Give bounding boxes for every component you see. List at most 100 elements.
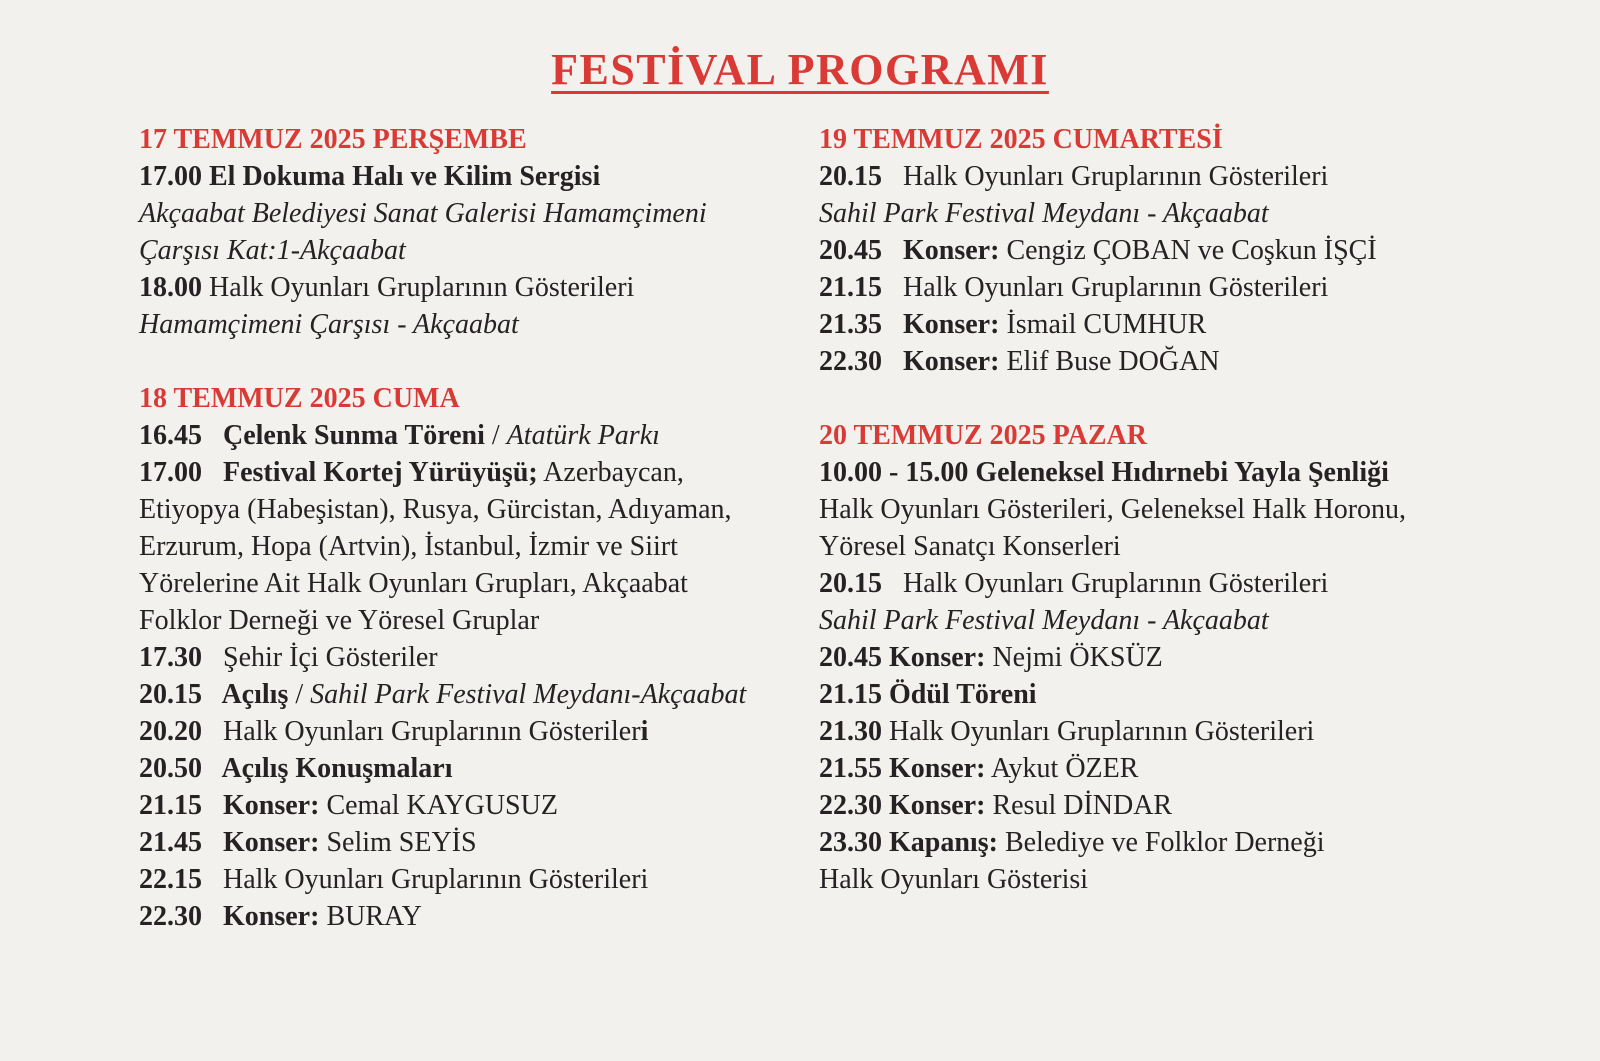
line-segment: Halk Oyunları Gösterileri, Geleneksel Ha… (819, 494, 1407, 526)
line-segment: 20.50 Açılış Konuşmaları (139, 753, 453, 785)
line-segment: Çarşısı Kat:1-Akçaabat (139, 235, 406, 267)
line-segment: 21.55 Konser: (819, 753, 986, 785)
program-line: 21.15 Konser: Cemal KAYGUSUZ (139, 787, 819, 824)
program-line: 20.15 Halk Oyunları Gruplarının Gösteril… (819, 565, 1600, 602)
program-line: 20.15 Halk Oyunları Gruplarının Gösteril… (819, 158, 1600, 195)
line-segment: Elif Buse DOĞAN (999, 346, 1220, 378)
line-segment: Halk Oyunları Gruplarının Gösterileri (903, 161, 1329, 193)
program-line: 21.30 Halk Oyunları Gruplarının Gösteril… (819, 713, 1600, 750)
program-line: Yörelerine Ait Halk Oyunları Grupları, A… (139, 565, 819, 602)
program-columns: 17 TEMMUZ 2025 PERŞEMBE 17.00 El Dokuma H… (0, 121, 1600, 972)
line-segment: 21.15 (819, 272, 903, 304)
program-line: 21.15 Halk Oyunları Gruplarının Gösteril… (819, 269, 1600, 306)
program-line: 22.15 Halk Oyunları Gruplarının Gösteril… (139, 861, 819, 898)
program-line: 18.00 Halk Oyunları Gruplarının Gösteril… (139, 269, 819, 306)
line-segment: 17.00 Festival Kortej Yürüyüşü; (139, 457, 538, 489)
line-segment: Halk Oyunları Gösterisi (819, 864, 1089, 896)
line-segment: BURAY (319, 901, 422, 933)
line-segment: Selim SEYİS (319, 827, 477, 859)
program-column-right: 19 TEMMUZ 2025 CUMARTESİ 20.15 Halk Oyunl… (819, 121, 1600, 972)
line-segment: Sahil Park Festival Meydanı-Akçaabat (310, 679, 747, 711)
program-line: 20.45 Konser: Cengiz ÇOBAN ve Coşkun İŞÇ… (819, 232, 1600, 269)
line-segment: Yöresel Sanatçı Konserleri (819, 531, 1121, 563)
line-segment: Belediye ve Folklor Derneği (997, 827, 1325, 859)
line-segment: Halk Oyunları Gruplarının Gösterileri (209, 272, 635, 304)
line-segment: 22.30 Konser: (819, 346, 1000, 378)
page-title: FESTİVAL PROGRAMI (551, 45, 1049, 94)
line-segment: 21.15 Konser: (139, 790, 320, 822)
day-section: 19 TEMMUZ 2025 CUMARTESİ 20.15 Halk Oyunl… (819, 121, 1600, 380)
line-segment: Resul DİNDAR (985, 790, 1173, 822)
line-segment: Etiyopya (Habeşistan), Rusya, Gürcistan,… (139, 494, 732, 526)
line-segment: 22.30 Konser: (139, 901, 320, 933)
day-header: 20 TEMMUZ 2025 PAZAR (819, 420, 1147, 452)
line-segment: Halk Oyunları Gruplarının Gösterileri (903, 272, 1329, 304)
program-line: 20.20 Halk Oyunları Gruplarının Gösteril… (139, 713, 819, 750)
line-segment: Halk Oyunları Gruplarının Gösterileri (223, 864, 649, 896)
line-segment: 20.15 Açılış (139, 679, 289, 711)
program-line: Hamamçimeni Çarşısı - Akçaabat (139, 306, 819, 343)
program-line: Akçaabat Belediyesi Sanat Galerisi Hamam… (139, 195, 819, 232)
line-segment: Halk Oyunları Gruplarının Gösteriler (223, 716, 641, 748)
program-line: 16.45 Çelenk Sunma Töreni / Atatürk Park… (139, 417, 819, 454)
line-segment: 20.15 (819, 161, 903, 193)
line-segment: Şehir İçi Gösteriler (223, 642, 438, 674)
program-line: Halk Oyunları Gösterisi (819, 861, 1600, 898)
line-segment: Sahil Park Festival Meydanı - Akçaabat (819, 198, 1269, 230)
program-line: Erzurum, Hopa (Artvin), İstanbul, İzmir … (139, 528, 819, 565)
line-segment: Yörelerine Ait Halk Oyunları Grupları, A… (139, 568, 688, 600)
line-segment: Akçaabat Belediyesi Sanat Galerisi Hamam… (139, 198, 707, 230)
line-segment: 18.00 (139, 272, 209, 304)
line-segment: 10.00 - 15.00 Geleneksel Hıdırnebi Yayla… (819, 457, 1389, 489)
line-segment: 23.30 Kapanış: (819, 827, 998, 859)
program-line: Çarşısı Kat:1-Akçaabat (139, 232, 819, 269)
line-segment: Aykut ÖZER (985, 753, 1139, 785)
line-segment: Halk Oyunları Gruplarının Gösterileri (889, 716, 1315, 748)
day-section: 18 TEMMUZ 2025 CUMA 16.45 Çelenk Sunma Tö… (139, 380, 819, 935)
line-segment: Cemal KAYGUSUZ (319, 790, 558, 822)
day-header: 18 TEMMUZ 2025 CUMA (139, 383, 460, 415)
line-segment: 20.15 (819, 568, 903, 600)
program-line: 22.30 Konser: Resul DİNDAR (819, 787, 1600, 824)
program-line: Sahil Park Festival Meydanı - Akçaabat (819, 602, 1600, 639)
program-line: 10.00 - 15.00 Geleneksel Hıdırnebi Yayla… (819, 454, 1600, 491)
line-segment: Sahil Park Festival Meydanı - Akçaabat (819, 605, 1269, 637)
line-segment: / (484, 420, 507, 452)
line-segment: 20.20 (139, 716, 223, 748)
line-segment: Folklor Derneği ve Yöresel Gruplar (139, 605, 540, 637)
line-segment: Azerbaycan, (537, 457, 684, 489)
line-segment: 21.30 (819, 716, 889, 748)
program-line: Folklor Derneği ve Yöresel Gruplar (139, 602, 819, 639)
program-line: Halk Oyunları Gösterileri, Geleneksel Ha… (819, 491, 1600, 528)
program-line: 20.50 Açılış Konuşmaları (139, 750, 819, 787)
line-segment: Halk Oyunları Gruplarının Gösterileri (903, 568, 1329, 600)
program-line: Yöresel Sanatçı Konserleri (819, 528, 1600, 565)
program-line: 21.35 Konser: İsmail CUMHUR (819, 306, 1600, 343)
program-line: 20.15 Açılış / Sahil Park Festival Meyda… (139, 676, 819, 713)
day-header: 19 TEMMUZ 2025 CUMARTESİ (819, 124, 1223, 156)
line-segment: Erzurum, Hopa (Artvin), İstanbul, İzmir … (139, 531, 678, 563)
program-line: 22.30 Konser: BURAY (139, 898, 819, 935)
line-segment: 17.00 El Dokuma Halı ve Kilim Sergisi (139, 161, 601, 193)
line-segment: 17.30 (139, 642, 223, 674)
line-segment: 22.15 (139, 864, 223, 896)
line-segment: i (640, 716, 649, 748)
program-line: 17.00 Festival Kortej Yürüyüşü; Azerbayc… (139, 454, 819, 491)
line-segment: Atatürk Parkı (506, 420, 660, 452)
line-segment: İsmail CUMHUR (999, 309, 1207, 341)
line-segment: Cengiz ÇOBAN ve Coşkun İŞÇİ (999, 235, 1377, 267)
program-line: 22.30 Konser: Elif Buse DOĞAN (819, 343, 1600, 380)
line-segment: 21.15 Ödül Töreni (819, 679, 1037, 711)
program-line: 21.45 Konser: Selim SEYİS (139, 824, 819, 861)
program-line: 20.45 Konser: Nejmi ÖKSÜZ (819, 639, 1600, 676)
program-line: 17.30 Şehir İçi Gösteriler (139, 639, 819, 676)
program-line: 21.55 Konser: Aykut ÖZER (819, 750, 1600, 787)
line-segment: 20.45 Konser: (819, 642, 986, 674)
program-line: 17.00 El Dokuma Halı ve Kilim Sergisi (139, 158, 819, 195)
day-header: 17 TEMMUZ 2025 PERŞEMBE (139, 124, 527, 156)
line-segment: / (288, 679, 311, 711)
program-line: 23.30 Kapanış: Belediye ve Folklor Derne… (819, 824, 1600, 861)
program-line: 21.15 Ödül Töreni (819, 676, 1600, 713)
line-segment: 16.45 Çelenk Sunma Töreni (139, 420, 485, 452)
